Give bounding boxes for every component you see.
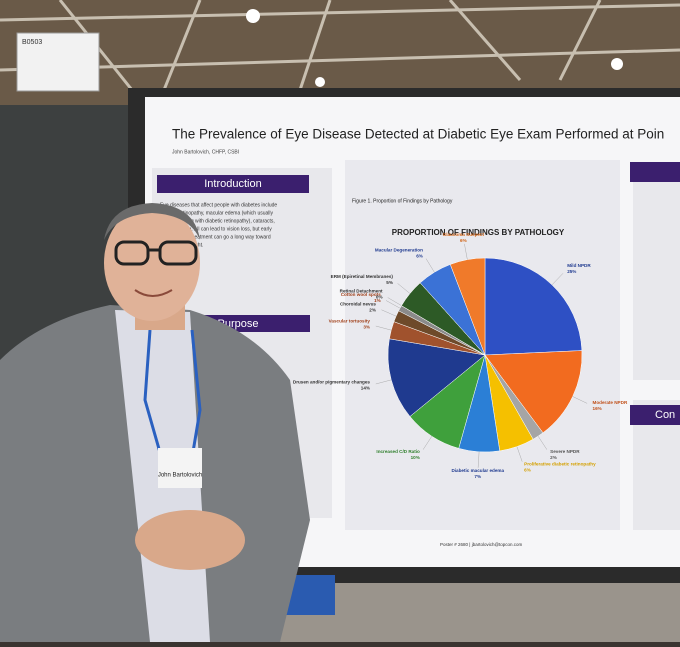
sign-board [16, 32, 100, 92]
leader-line [375, 379, 392, 385]
intro-line: and glaucoma. All can lead to vision los… [160, 226, 272, 232]
leader-line [375, 325, 392, 331]
intro-line: detection and treatment can go a long wa… [160, 234, 271, 240]
poster-author: John Bartolovich, CHFP, CSBI [172, 149, 239, 155]
section-header [157, 175, 309, 193]
light [315, 77, 325, 87]
slice-label: Moderate NPDR [593, 400, 628, 405]
slice-label: Cotton wool spots [341, 292, 382, 297]
poster-footer: Poster # 2680 | jbartolovich@topcon.com [440, 542, 523, 547]
leader-line [425, 258, 435, 273]
slice-value: 10% [411, 455, 420, 460]
sign-text: B0503 [22, 39, 42, 46]
light [246, 9, 260, 23]
leader-line [387, 297, 402, 306]
section-title: Introduction [204, 178, 261, 190]
pie-slice [484, 350, 583, 434]
light [611, 58, 623, 70]
section-title: Con [655, 409, 675, 421]
slice-label: Diabetic macular edema [451, 468, 504, 473]
slice-label: Glaucoma Suspect [443, 232, 485, 237]
slice-value: 6% [416, 254, 423, 259]
head [104, 205, 200, 321]
slice-label: ERM (Epiretinal Membranes) [331, 274, 394, 279]
section-header [630, 162, 680, 182]
leader-line [537, 436, 548, 450]
hair [104, 203, 200, 240]
poster-title: The Prevalence of Eye Disease Detected a… [172, 127, 664, 142]
section-header [630, 405, 680, 425]
slice-value: 1% [374, 298, 381, 303]
slice-value: 0% [376, 295, 383, 300]
slice-value: 2% [550, 455, 557, 460]
pie-slice [387, 338, 486, 417]
slice-value: 6% [524, 468, 531, 473]
hands [135, 510, 245, 570]
results-box [633, 165, 680, 380]
slice-label: Mild NPDR [567, 263, 591, 268]
badge-name: John Bartolovich [158, 473, 202, 479]
intro-line: develops along with diabetic retinopathy… [160, 218, 275, 224]
leader-line [464, 243, 468, 260]
leader-line [516, 446, 523, 462]
slice-value: 7% [474, 474, 481, 479]
slice-label: Proliferative diabetic retinopathy [524, 462, 596, 467]
slice-label: Macular Degeneration [375, 248, 423, 253]
slice-value: 14% [361, 386, 370, 391]
glasses [114, 240, 198, 266]
slice-label: Choroidal nevus [340, 302, 376, 307]
pie-slice [484, 257, 583, 356]
slice-value: 2% [369, 308, 376, 313]
intro-line: diabetic retinopathy, macular edema (whi… [160, 210, 274, 216]
slice-label: Severe NPDR [550, 449, 580, 454]
trusses [0, 0, 680, 101]
leader-line [477, 451, 480, 468]
leader-line [385, 300, 401, 309]
slice-label: Drusen and/or pigmentary changes [293, 380, 371, 385]
leader-line [422, 436, 433, 450]
slice-label: Vascular tortuosity [329, 319, 371, 324]
leader-line [381, 309, 397, 317]
slice-label: Retinal Detachment [340, 289, 383, 294]
slice-label: Increased C/D Ratio [376, 449, 420, 454]
pie-slice [449, 257, 486, 356]
intro-line: Eye diseases that affect people with dia… [160, 202, 277, 208]
slice-value: 5% [386, 280, 393, 285]
slice-value: 3% [363, 325, 370, 330]
leader-line [551, 273, 564, 285]
leader-line [397, 283, 411, 294]
leader-line [572, 396, 588, 404]
chart-title: PROPORTION OF FINDINGS BY PATHOLOGY [392, 228, 565, 237]
slice-value: 16% [593, 406, 602, 411]
badge [158, 448, 202, 488]
slice-value: 6% [460, 238, 467, 243]
smile [134, 289, 173, 297]
figure-caption: Figure 1. Proportion of Findings by Path… [352, 198, 453, 204]
slice-value: 25% [567, 269, 576, 274]
